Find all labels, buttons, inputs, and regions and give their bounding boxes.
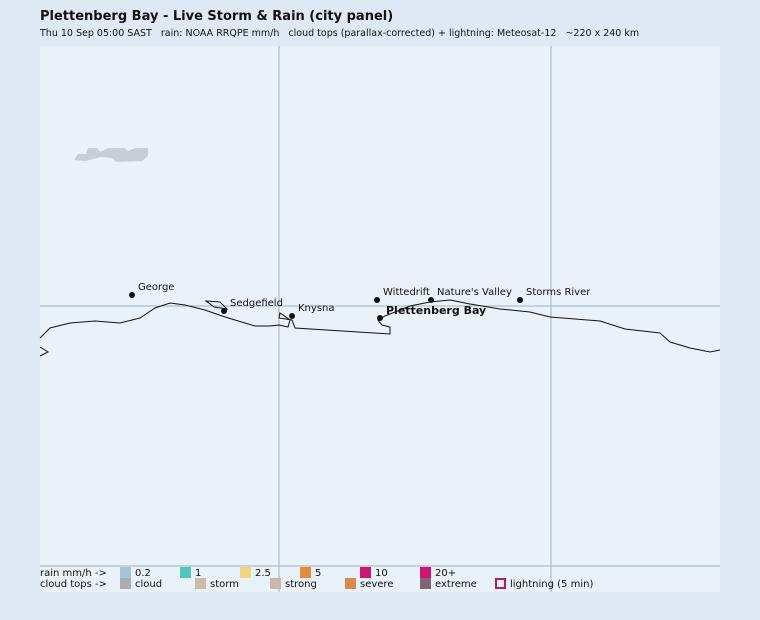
place-label: Nature's Valley — [437, 287, 512, 298]
coast-line — [39, 299, 721, 353]
place-label: Sedgefield — [230, 298, 283, 309]
legend-label: 10 — [375, 568, 388, 579]
place-label: George — [138, 282, 174, 293]
coastline — [39, 299, 721, 357]
legend-label: 5 — [315, 568, 321, 579]
legend-label: extreme — [435, 579, 477, 590]
place-dot — [221, 308, 227, 314]
legend-label: 2.5 — [255, 568, 271, 579]
legend-row-label: rain mm/h -> — [40, 568, 107, 579]
legend-row-label: cloud tops -> — [40, 579, 107, 590]
legend-swatch — [120, 578, 131, 589]
legend-swatch — [360, 567, 371, 578]
place-dot — [129, 292, 135, 298]
legend-swatch — [300, 567, 311, 578]
legend-label: 0.2 — [135, 568, 151, 579]
subtitle: Thu 10 Sep 05:00 SAST rain: NOAA RRQPE m… — [39, 28, 639, 39]
lagoon — [204, 300, 229, 310]
place-dot — [374, 297, 380, 303]
legend-label: strong — [285, 579, 317, 590]
legend-label: cloud — [135, 579, 162, 590]
place-dot — [289, 313, 295, 319]
legend-swatch — [270, 578, 281, 589]
legend-label: 1 — [195, 568, 201, 579]
title: Plettenberg Bay - Live Storm & Rain (cit… — [40, 9, 393, 24]
place-label: Wittedrift — [383, 287, 430, 298]
place-dot — [428, 297, 434, 303]
legend-label: storm — [210, 579, 239, 590]
place-dot — [517, 297, 523, 303]
legend-swatch — [240, 567, 251, 578]
legend-swatch — [495, 578, 506, 589]
graticule — [40, 46, 720, 592]
place-label: Plettenberg Bay — [386, 304, 486, 317]
place-dot — [377, 315, 383, 321]
place-label: Knysna — [298, 303, 335, 314]
legend-swatch — [180, 567, 191, 578]
legend-label: 20+ — [435, 568, 456, 579]
legend-label: lightning (5 min) — [510, 579, 593, 590]
legend-swatch — [345, 578, 356, 589]
cloud-cell — [74, 148, 148, 162]
legend-swatch — [420, 578, 431, 589]
legend-swatch — [420, 567, 431, 578]
legend-swatch — [120, 567, 131, 578]
coast-line — [39, 346, 50, 357]
legend-label: severe — [360, 579, 393, 590]
place-label: Storms River — [526, 287, 591, 298]
legend-swatch — [195, 578, 206, 589]
